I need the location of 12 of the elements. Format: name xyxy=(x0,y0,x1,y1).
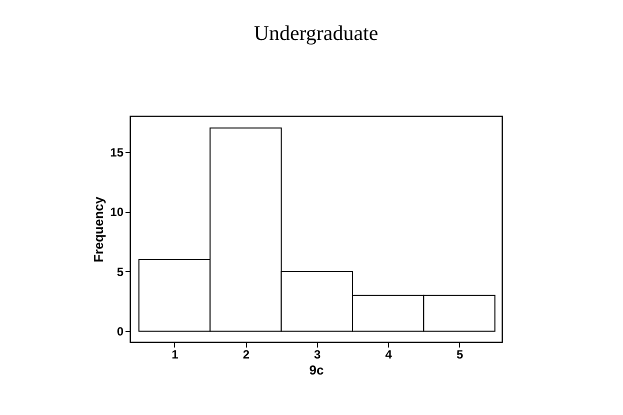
x-tick-label: 2 xyxy=(242,348,250,362)
x-axis-title: 9c xyxy=(309,362,324,378)
x-tick-label: 5 xyxy=(456,348,464,362)
y-tick-label: 15 xyxy=(110,145,124,160)
x-tick-label: 3 xyxy=(314,348,322,362)
y-axis-title: Frequency xyxy=(91,196,106,262)
y-tick-label: 10 xyxy=(110,205,124,220)
y-tick-label: 0 xyxy=(116,324,124,339)
chart-title: Undergraduate xyxy=(254,21,378,45)
x-tick-label: 4 xyxy=(385,348,392,362)
x-tick-label: 1 xyxy=(172,348,179,362)
y-tick-label: 5 xyxy=(116,264,124,279)
